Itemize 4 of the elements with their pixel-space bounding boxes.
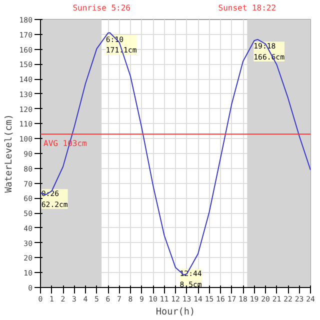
- x-axis-title: Hour(h): [156, 306, 196, 318]
- y-axis-title: WaterLevel(cm): [3, 114, 14, 193]
- band-label: Sunrise 5:26: [72, 4, 131, 12]
- band-label: Sunset 18:22: [218, 4, 276, 12]
